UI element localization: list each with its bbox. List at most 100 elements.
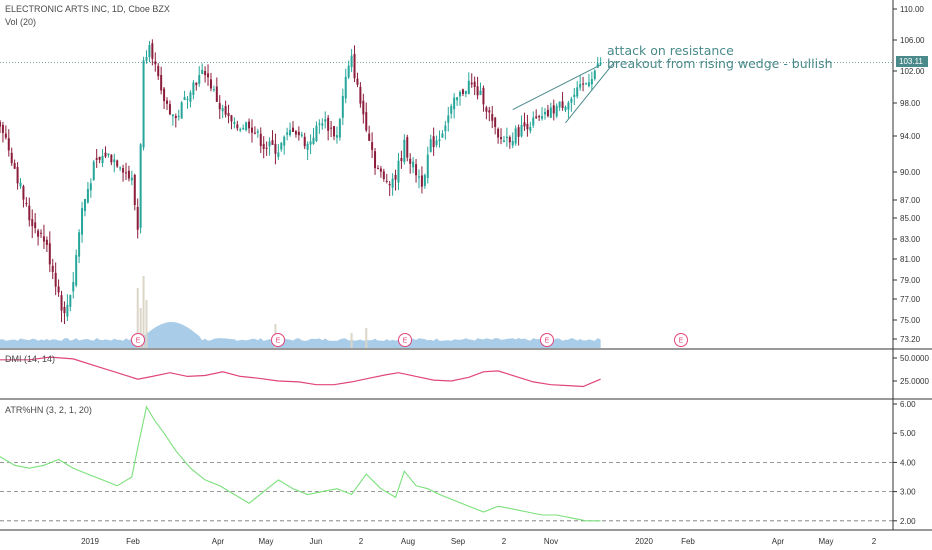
candle-body: [101, 155, 104, 164]
candle-body: [57, 286, 60, 293]
dmi-title: DMI (14, 14): [5, 354, 55, 364]
candle-body: [107, 153, 110, 156]
candle-body: [382, 171, 385, 180]
candle-body: [535, 116, 538, 118]
candle-body: [81, 208, 84, 235]
atr-tick-label: 5.00: [900, 429, 916, 438]
candle-body: [467, 80, 470, 94]
candle-body: [122, 168, 125, 173]
candle-body: [570, 98, 573, 103]
price-tick-label: 106.00: [900, 36, 925, 45]
candle-body: [552, 105, 555, 114]
candle-body: [13, 163, 16, 169]
candle-body: [78, 232, 81, 257]
candle-body: [523, 122, 526, 127]
candle-body: [40, 232, 43, 234]
candle-body: [130, 177, 133, 181]
candle-body: [479, 90, 482, 95]
candle-body: [75, 255, 78, 286]
candle-body: [224, 106, 227, 115]
last-price-badge-bg: [896, 56, 928, 67]
candle-body: [265, 147, 268, 149]
candle-body: [34, 222, 37, 229]
candle-body: [356, 78, 359, 85]
candle-body: [470, 82, 473, 85]
candle-body: [596, 63, 599, 68]
price-tick-label: 110.00: [900, 5, 924, 14]
candle-body: [590, 79, 593, 85]
candle-body: [324, 119, 327, 122]
candle-body: [233, 122, 236, 125]
candle-body: [16, 166, 19, 184]
candle-body: [139, 144, 142, 228]
candle-body: [89, 183, 92, 191]
earnings-marker: [674, 333, 688, 347]
dmi-pane[interactable]: [0, 356, 601, 388]
candle-body: [198, 75, 201, 84]
earnings-marker-label: E: [276, 338, 281, 345]
candle-body: [432, 136, 435, 148]
atr-tick-label: 2.00: [900, 517, 916, 526]
candle-body: [289, 129, 292, 136]
candle-body: [403, 139, 406, 163]
candle-body: [183, 97, 186, 101]
candle-body: [19, 182, 22, 187]
candle-body: [60, 295, 63, 311]
candle-body: [417, 176, 420, 178]
candle-body: [412, 161, 415, 168]
candle-body: [171, 114, 174, 117]
atr-line: [0, 405, 601, 522]
candle-body: [83, 198, 86, 212]
candle-body: [189, 92, 192, 102]
candle-body: [379, 168, 382, 172]
candle-body: [124, 172, 127, 174]
candle-body: [119, 167, 122, 169]
candle-body: [22, 186, 25, 200]
candle-body: [195, 82, 198, 86]
candle-body: [186, 98, 189, 100]
candle-body: [277, 152, 280, 157]
time-axis-label: 2: [872, 537, 877, 546]
candle-body: [163, 88, 166, 102]
candle-body: [593, 70, 596, 79]
volume-bar: [139, 308, 142, 348]
candle-body: [309, 141, 312, 145]
candle-body: [86, 188, 89, 203]
candle-body: [338, 119, 341, 138]
candle-body: [248, 121, 251, 129]
candle-body: [98, 156, 101, 160]
candle-body: [168, 104, 171, 115]
candle-body: [385, 180, 388, 182]
candle-body: [502, 140, 505, 143]
candle-body: [585, 83, 587, 85]
candle-body: [230, 115, 233, 122]
candle-body: [423, 175, 426, 186]
volume-bar: [350, 333, 353, 348]
candle-body: [453, 97, 456, 110]
price-tick-label: 77.00: [900, 295, 921, 304]
candle-body: [221, 108, 224, 112]
candle-body: [286, 132, 289, 135]
time-axis-label: Nov: [544, 537, 558, 546]
earnings-marker-label: E: [403, 338, 408, 345]
candle-body: [127, 170, 130, 179]
candle-body: [92, 161, 95, 181]
candle-body: [306, 143, 309, 150]
atr-pane[interactable]: [0, 405, 893, 522]
candle-body: [500, 137, 503, 140]
candle-body: [517, 127, 520, 137]
candle-body: [280, 142, 283, 150]
atr-tick-label: 3.00: [900, 488, 916, 497]
price-tick-label: 75.00: [900, 316, 921, 325]
candle-body: [271, 140, 274, 145]
candle-body: [549, 107, 552, 118]
time-axis-label: Apr: [772, 537, 785, 546]
candle-body: [514, 128, 517, 144]
candle-body: [245, 122, 248, 130]
dmi-tick-label: 50.0000: [900, 354, 929, 363]
candle-body: [543, 112, 546, 115]
candle-body: [350, 55, 353, 68]
candle-body: [579, 83, 582, 88]
